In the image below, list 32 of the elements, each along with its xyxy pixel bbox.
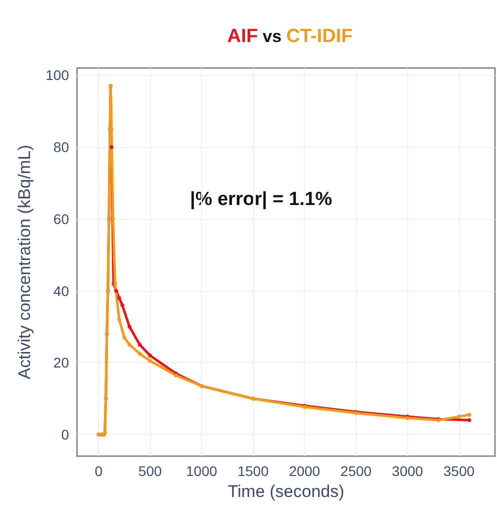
point bbox=[120, 303, 124, 308]
point bbox=[128, 342, 132, 347]
y-tick-label: 100 bbox=[46, 67, 70, 84]
x-tick-label: 1500 bbox=[237, 463, 269, 480]
x-tick-label: 2500 bbox=[340, 463, 372, 480]
point bbox=[114, 288, 118, 293]
x-axis-title: Time (seconds) bbox=[228, 482, 344, 501]
point bbox=[467, 418, 472, 422]
chart-title: AIF vs CT-IDIF bbox=[227, 26, 353, 47]
point bbox=[128, 324, 132, 329]
x-tick-label: 3000 bbox=[392, 463, 424, 480]
y-tick-label: 40 bbox=[53, 282, 70, 299]
x-tick-label: 1000 bbox=[186, 463, 218, 480]
y-tick-label: 20 bbox=[53, 354, 70, 371]
point bbox=[138, 352, 142, 356]
y-tick-label: 60 bbox=[53, 210, 70, 227]
point bbox=[109, 145, 114, 150]
x-tick-label: 500 bbox=[138, 463, 162, 480]
x-tick-label: 2000 bbox=[288, 463, 320, 480]
point bbox=[138, 342, 142, 347]
point bbox=[456, 414, 461, 419]
y-tick-label: 0 bbox=[61, 426, 70, 443]
point bbox=[117, 296, 122, 300]
point bbox=[148, 353, 152, 358]
y-axis-title: Activity concentration (kBq/mL) bbox=[15, 144, 34, 380]
point bbox=[467, 412, 472, 417]
point bbox=[117, 318, 122, 322]
point bbox=[122, 336, 126, 340]
y-tick-label: 80 bbox=[53, 139, 70, 156]
x-tick-label: 3500 bbox=[443, 463, 475, 480]
x-tick-label: 0 bbox=[94, 463, 103, 480]
point bbox=[148, 358, 152, 363]
